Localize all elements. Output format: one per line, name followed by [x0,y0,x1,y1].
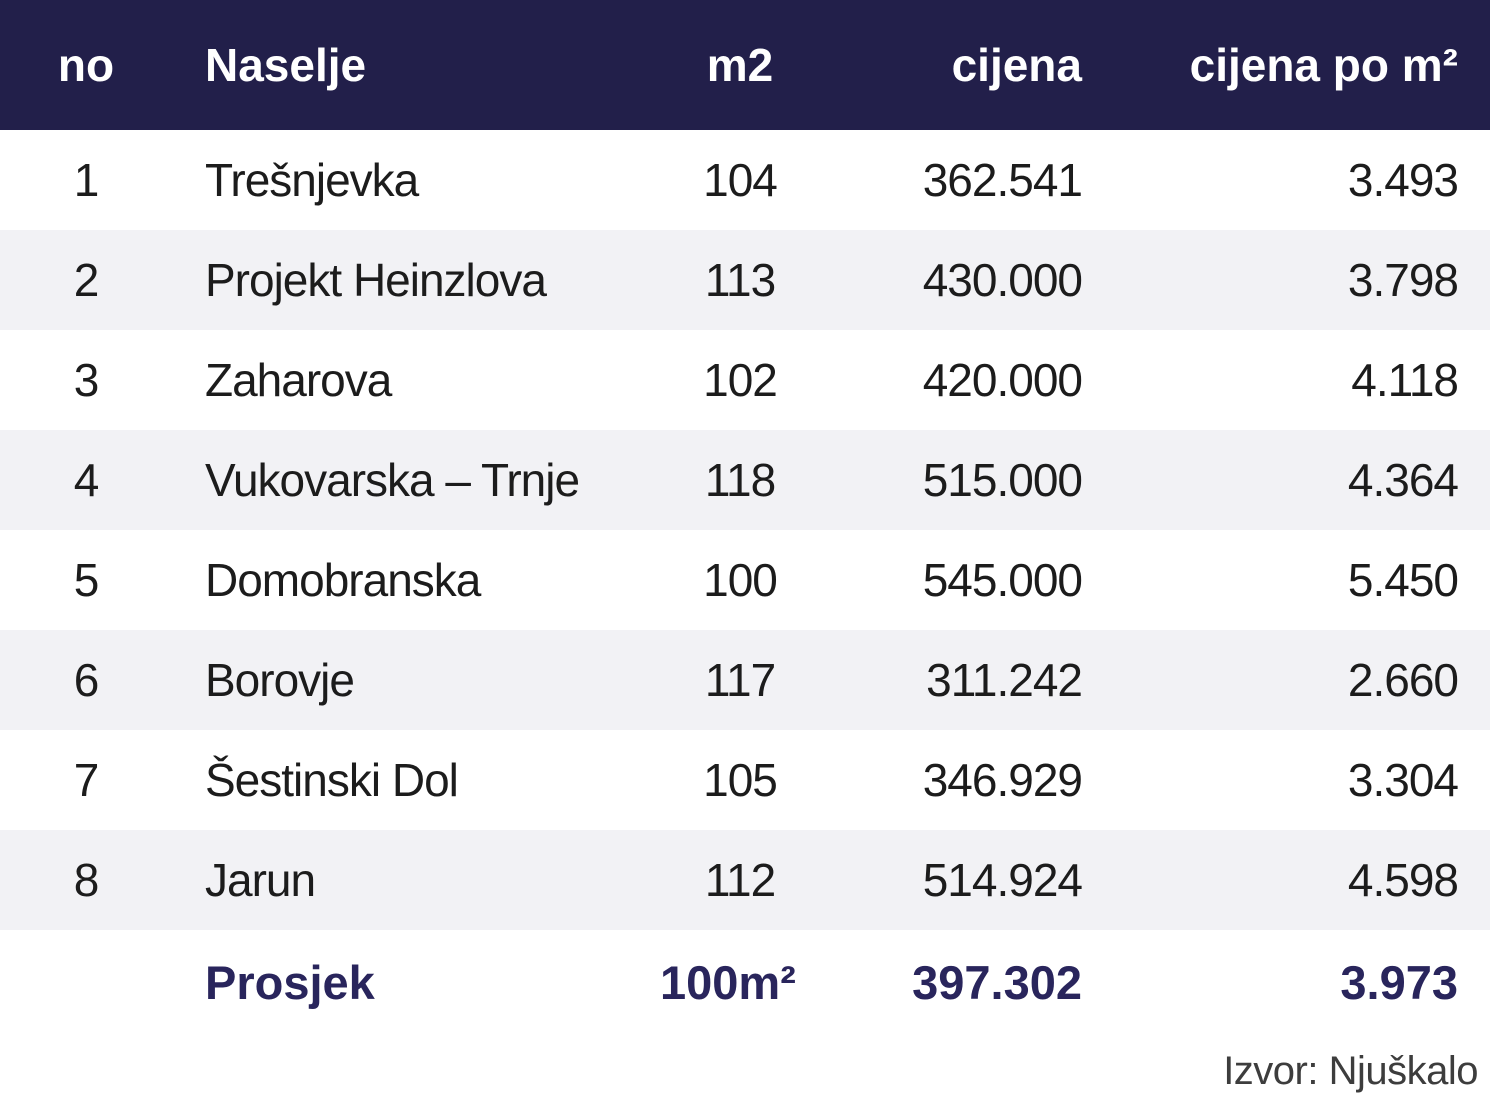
cell-naselje: Trešnjevka [205,154,419,206]
table-row: 7 Šestinski Dol 105 346.929 3.304 [0,730,1490,830]
cell-cijena: 362.541 [922,154,1083,206]
column-header-m2: m2 [706,39,774,91]
cell-no: 2 [73,254,100,306]
cell-cijena-po-m2: 4.118 [1351,354,1459,406]
column-header-cijena: cijena [951,39,1082,91]
cell-m2: 105 [703,754,778,806]
cell-cijena: 311.242 [926,654,1083,706]
cell-cijena: 420.000 [922,354,1083,406]
cell-naselje: Zaharova [205,354,392,406]
summary-row: Prosjek 100m² 397.302 3.973 [0,930,1490,1035]
summary-cell-m2: 100m² [660,956,796,1009]
cell-cijena-po-m2: 5.450 [1347,554,1459,606]
cell-m2: 112 [704,854,776,906]
table-row: 3 Zaharova 102 420.000 4.118 [0,330,1490,430]
column-header-naselje: Naselje [205,39,367,91]
cell-cijena-po-m2: 2.660 [1347,654,1459,706]
cell-naselje: Projekt Heinzlova [205,254,547,306]
source-text: Izvor: Njuškalo [1223,1049,1478,1093]
cell-m2: 102 [703,354,778,406]
cell-naselje: Borovje [205,654,355,706]
cell-m2: 104 [703,154,778,206]
column-header-no: no [57,39,115,91]
summary-cell-cijena-po-m2: 3.973 [1340,956,1458,1009]
table-row: 5 Domobranska 100 545.000 5.450 [0,530,1490,630]
cell-no: 1 [73,154,100,206]
source-note: Izvor: Njuškalo [0,1035,1490,1108]
cell-cijena: 514.924 [922,854,1083,906]
cell-no: 3 [73,354,100,406]
cell-cijena: 515.000 [922,454,1083,506]
cell-m2: 113 [704,254,776,306]
cell-m2: 117 [704,654,776,706]
column-header-cijena-po-m2: cijena po m² [1189,39,1458,91]
cell-cijena: 346.929 [922,754,1083,806]
table-row: 2 Projekt Heinzlova 113 430.000 3.798 [0,230,1490,330]
cell-cijena: 430.000 [922,254,1083,306]
cell-cijena-po-m2: 3.304 [1347,754,1459,806]
cell-cijena-po-m2: 3.493 [1347,154,1459,206]
cell-cijena: 545.000 [922,554,1083,606]
cell-cijena-po-m2: 3.798 [1347,254,1459,306]
cell-no: 7 [73,754,100,806]
table-row: 4 Vukovarska – Trnje 118 515.000 4.364 [0,430,1490,530]
table-rows: 1 Trešnjevka 104 362.541 3.493 2 Projekt Heinz… [0,130,1490,930]
cell-m2: 118 [704,454,776,506]
summary-label: Prosjek [205,956,375,1009]
cell-no: 4 [73,454,100,506]
cell-naselje: Šestinski Dol [205,754,459,806]
table-row: 8 Jarun 112 514.924 4.598 [0,830,1490,930]
cell-naselje: Vukovarska – Trnje [205,454,580,506]
table-row: 6 Borovje 117 311.242 2.660 [0,630,1490,730]
cell-naselje: Jarun [205,854,316,906]
table-row: 1 Trešnjevka 104 362.541 3.493 [0,130,1490,230]
cell-no: 5 [73,554,100,606]
cell-m2: 100 [703,554,778,606]
cell-no: 6 [73,654,100,706]
cell-cijena-po-m2: 4.364 [1347,454,1459,506]
table-header: no Naselje m2 cijena cijena po m² [0,0,1490,130]
cell-cijena-po-m2: 4.598 [1347,854,1459,906]
cell-naselje: Domobranska [205,554,481,606]
cell-no: 8 [73,854,100,906]
summary-cell-cijena: 397.302 [912,956,1082,1009]
